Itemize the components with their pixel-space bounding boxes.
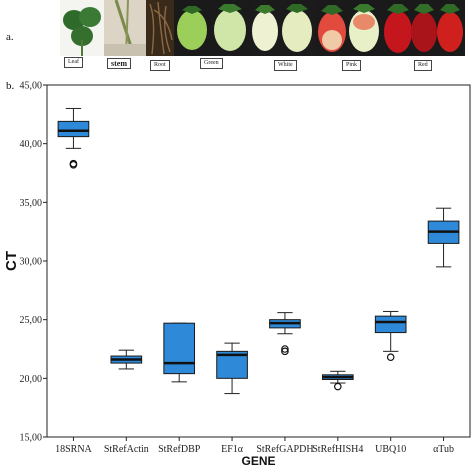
stem-photo bbox=[104, 0, 146, 56]
outlier-point bbox=[281, 345, 289, 353]
outlier-point bbox=[69, 159, 78, 168]
box-0 bbox=[57, 107, 90, 169]
box-2 bbox=[163, 322, 196, 383]
y-tick-label: 35,00 bbox=[20, 198, 43, 209]
red-caption: Red bbox=[414, 60, 432, 71]
green-berry-photo bbox=[174, 0, 250, 56]
stem-caption: stem bbox=[107, 58, 131, 69]
iqr-box bbox=[57, 120, 90, 138]
leaf-photo bbox=[60, 0, 104, 56]
x-tick-label: StRefActin bbox=[104, 444, 149, 455]
panel-b-label: b. bbox=[6, 80, 15, 92]
pink-caption: Pink bbox=[342, 60, 362, 71]
box-7 bbox=[427, 207, 460, 268]
x-tick-label: StRefGAPDH bbox=[256, 444, 313, 455]
x-tick-label: 18SRNA bbox=[55, 444, 92, 455]
outlier-point bbox=[386, 353, 395, 362]
pink-berry-photo bbox=[316, 0, 382, 56]
box-3 bbox=[216, 342, 248, 395]
box-4 bbox=[269, 312, 301, 356]
x-tick-label: αTub bbox=[433, 444, 454, 455]
green-caption: Green bbox=[200, 58, 223, 69]
x-axis: 18SRNA StRefActin StRefDBP EF1α StRefGAPDHSt… bbox=[55, 437, 454, 455]
y-tick-label: 15,00 bbox=[20, 433, 43, 444]
white-berry-photo bbox=[250, 0, 316, 56]
iqr-box bbox=[374, 315, 407, 334]
x-tick-label: UBQ10 bbox=[375, 444, 406, 455]
y-axis: 15,00 20,00 25,00 30,00 35,00 40,00 45,00 bbox=[20, 81, 47, 444]
plot-frame bbox=[46, 84, 471, 438]
tissue-photo-strip: Leaf stem Root Green White bbox=[60, 0, 465, 71]
panel-a-label: a. bbox=[6, 31, 14, 43]
leaf-caption: Leaf bbox=[64, 57, 83, 68]
iqr-box bbox=[163, 322, 196, 375]
box-5 bbox=[321, 370, 354, 391]
root-caption: Root bbox=[150, 60, 170, 71]
red-berry-photo bbox=[382, 0, 465, 56]
box-6 bbox=[374, 310, 407, 362]
x-tick-label: EF1α bbox=[221, 444, 244, 455]
y-tick-label: 30,00 bbox=[20, 257, 43, 268]
x-tick-label: StRefHISH4 bbox=[312, 444, 363, 455]
outlier-point bbox=[334, 382, 342, 391]
x-tick-label: StRefDBP bbox=[158, 444, 201, 455]
box-1 bbox=[110, 349, 143, 370]
y-axis-title: CT bbox=[3, 251, 20, 271]
box-series bbox=[57, 107, 460, 395]
ct-boxplot-chart: 15,00 20,00 25,00 30,00 35,00 40,00 45,00 18SR… bbox=[3, 81, 471, 468]
x-axis-title: GENE bbox=[241, 454, 275, 468]
plot-border bbox=[46, 84, 471, 438]
outlier-point bbox=[281, 347, 289, 356]
white-caption: White bbox=[274, 60, 297, 71]
root-photo bbox=[146, 0, 174, 56]
y-tick-label: 25,00 bbox=[20, 315, 43, 326]
y-tick-label: 20,00 bbox=[20, 374, 43, 385]
y-tick-label: 45,00 bbox=[20, 81, 43, 92]
y-tick-label: 40,00 bbox=[20, 139, 43, 150]
